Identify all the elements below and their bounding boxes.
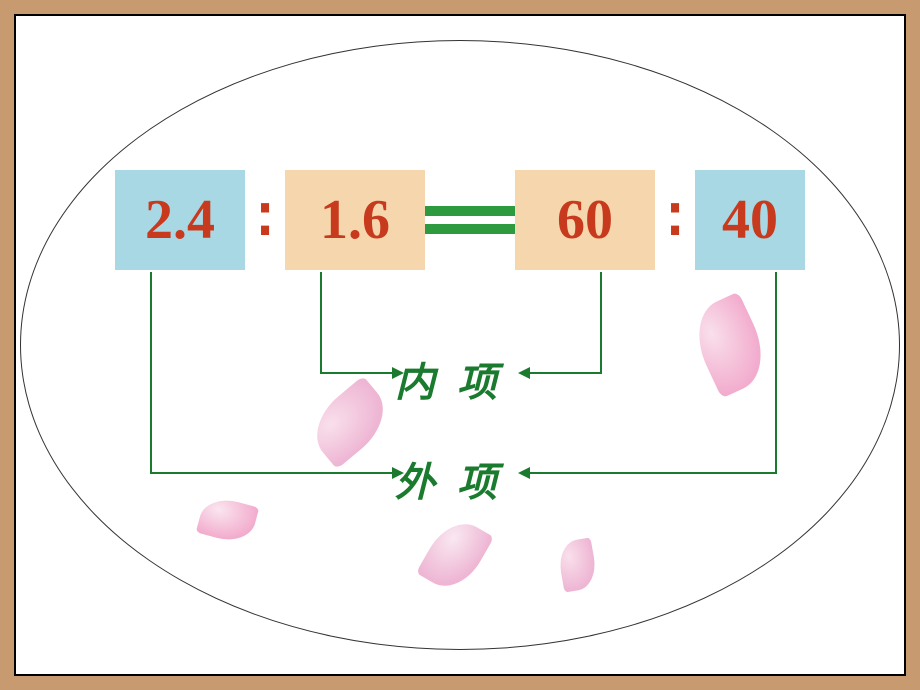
term-t3: 60 [515, 170, 655, 270]
proportion-equation: 2.4∶1.660∶40 [0, 170, 920, 270]
term-t4: 40 [695, 170, 805, 270]
inner-terms-label: 内 项 [395, 350, 503, 408]
term-t2: 1.6 [285, 170, 425, 270]
outer-terms-label: 外 项 [395, 450, 503, 508]
ratio-colon: ∶ [655, 185, 695, 255]
ratio-colon: ∶ [245, 185, 285, 255]
term-t1: 2.4 [115, 170, 245, 270]
equals-sign [425, 206, 515, 234]
